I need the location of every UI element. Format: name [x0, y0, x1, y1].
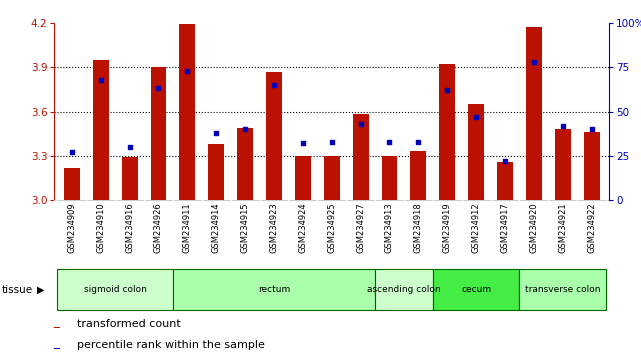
Point: [587, 126, 597, 132]
Text: cecum: cecum: [461, 285, 491, 294]
Point: [182, 68, 192, 74]
Bar: [584, 132, 599, 200]
Point: [67, 149, 77, 155]
Text: GSM234913: GSM234913: [385, 202, 394, 253]
Point: [153, 86, 163, 91]
Bar: [122, 157, 138, 200]
Text: GSM234925: GSM234925: [327, 202, 337, 253]
Bar: [497, 162, 513, 200]
Bar: [54, 327, 60, 328]
Point: [500, 158, 510, 164]
Bar: [58, 269, 173, 310]
Bar: [237, 128, 253, 200]
Bar: [433, 269, 519, 310]
Point: [558, 123, 568, 129]
Text: GSM234916: GSM234916: [125, 202, 134, 253]
Bar: [439, 64, 455, 200]
Text: rectum: rectum: [258, 285, 290, 294]
Text: GSM234915: GSM234915: [240, 202, 249, 253]
Point: [529, 59, 539, 65]
Bar: [381, 156, 397, 200]
Bar: [93, 60, 108, 200]
Text: GSM234910: GSM234910: [96, 202, 105, 253]
Bar: [151, 67, 167, 200]
Bar: [410, 152, 426, 200]
Bar: [64, 167, 79, 200]
Text: percentile rank within the sample: percentile rank within the sample: [77, 340, 265, 350]
Text: ascending colon: ascending colon: [367, 285, 441, 294]
Text: GSM234920: GSM234920: [529, 202, 538, 253]
Text: GSM234914: GSM234914: [212, 202, 221, 253]
Point: [240, 126, 250, 132]
Point: [326, 139, 337, 144]
Text: transformed count: transformed count: [77, 319, 180, 330]
Text: GSM234927: GSM234927: [356, 202, 365, 253]
Text: GSM234918: GSM234918: [414, 202, 423, 253]
Bar: [179, 24, 196, 200]
Text: GSM234911: GSM234911: [183, 202, 192, 253]
Bar: [173, 269, 375, 310]
Text: GSM234912: GSM234912: [472, 202, 481, 253]
Point: [442, 87, 453, 93]
Point: [297, 141, 308, 146]
Text: GSM234922: GSM234922: [587, 202, 596, 253]
Point: [471, 114, 481, 120]
Text: GSM234923: GSM234923: [269, 202, 278, 253]
Text: ▶: ▶: [37, 285, 44, 295]
Point: [385, 139, 395, 144]
Point: [124, 144, 135, 150]
Point: [269, 82, 279, 88]
Text: GSM234909: GSM234909: [67, 202, 76, 253]
Text: GSM234924: GSM234924: [298, 202, 307, 253]
Bar: [295, 156, 311, 200]
Bar: [208, 144, 224, 200]
Bar: [324, 156, 340, 200]
Text: tissue: tissue: [1, 285, 33, 295]
Point: [413, 139, 424, 144]
Point: [96, 77, 106, 82]
Text: GSM234926: GSM234926: [154, 202, 163, 253]
Bar: [353, 114, 369, 200]
Text: GSM234919: GSM234919: [443, 202, 452, 253]
Bar: [54, 348, 60, 349]
Bar: [555, 129, 570, 200]
Text: transverse colon: transverse colon: [525, 285, 601, 294]
Text: GSM234921: GSM234921: [558, 202, 567, 253]
Point: [211, 130, 221, 136]
Bar: [526, 28, 542, 200]
Bar: [468, 104, 484, 200]
Point: [356, 121, 366, 127]
Bar: [375, 269, 433, 310]
Text: GSM234917: GSM234917: [501, 202, 510, 253]
Text: sigmoid colon: sigmoid colon: [84, 285, 147, 294]
Bar: [519, 269, 606, 310]
Bar: [266, 72, 282, 200]
